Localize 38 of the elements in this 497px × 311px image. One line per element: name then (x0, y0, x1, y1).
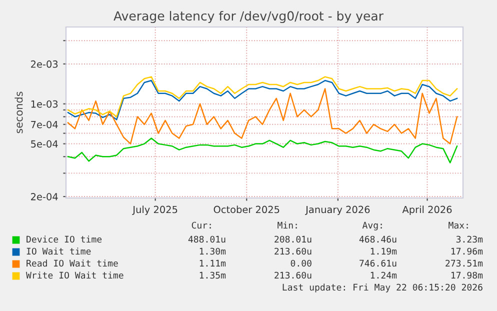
text: Avg: (362, 222, 382, 230)
text: Min: (278, 222, 297, 229)
text: 208.01u (274, 236, 312, 243)
legend-label: IO Wait time (26, 248, 91, 255)
text: 468.46u (359, 236, 396, 243)
text: 17.96m (451, 248, 483, 255)
text: Cur: (192, 222, 211, 229)
text: 488.01u (188, 236, 226, 243)
legend-label: Device IO time (26, 236, 102, 243)
text: 1.30m (200, 248, 226, 255)
line-series (67, 88, 458, 144)
text: 1.24m (370, 272, 397, 279)
text: 1.19m (370, 248, 397, 255)
x-tick-label: October 2025 (214, 206, 280, 214)
y-tick-label: 7e-04 (31, 120, 58, 128)
y-axis-title: seconds (14, 92, 23, 134)
text: 746.61u (360, 260, 396, 267)
line-series (67, 138, 458, 164)
text: 1.11m (200, 260, 226, 267)
text: 3.23m (456, 236, 483, 243)
text: 273.51m (446, 260, 483, 267)
x-tick-label: July 2025 (132, 206, 178, 216)
x-tick-label: January 2026 (305, 206, 370, 216)
text: 0.00 (290, 260, 312, 267)
text: 213.60u (274, 248, 312, 255)
text: 17.98m (451, 272, 483, 279)
y-tick-label: 2e-03 (31, 60, 58, 68)
text: 213.60u (274, 272, 312, 279)
y-tick-label: 2e-04 (31, 193, 58, 200)
x-tick-label: April 2026 (402, 206, 452, 216)
legend-label: Write IO Wait time (26, 272, 124, 279)
text: 1.35m (200, 272, 226, 279)
y-tick-label: 1e-03 (31, 100, 58, 108)
text: Last update: Fri May 22 06:15:20 2026 (282, 284, 482, 292)
y-tick-label: 5e-04 (31, 140, 58, 148)
chart-title: Average latency for /dev/vg0/root - by year (114, 10, 384, 24)
legend-label: Read IO Wait time (26, 260, 118, 267)
text: Max: (448, 222, 468, 229)
